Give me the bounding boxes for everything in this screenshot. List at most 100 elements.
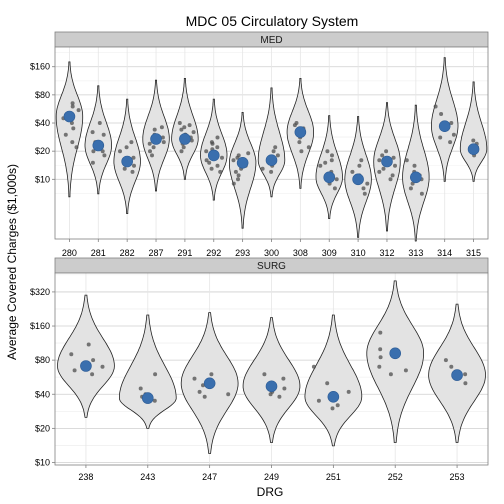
data-point [325,381,330,386]
violin-282 [113,98,141,214]
data-point [90,372,95,377]
data-point [218,169,223,174]
median-marker [451,369,463,381]
median-marker [207,149,220,162]
data-point [393,163,397,168]
data-point [151,145,156,150]
data-point [91,149,96,154]
data-point [381,166,386,171]
data-point [90,160,95,165]
x-axis-title: DRG [257,485,284,499]
violin-309 [315,115,343,219]
median-marker [179,133,191,145]
data-point [160,135,165,140]
x-tick-label: 315 [466,248,481,258]
data-point [269,169,274,174]
violin-300 [257,87,286,198]
data-point [388,372,393,377]
data-point [388,177,393,182]
median-marker [410,171,422,184]
data-point [330,406,335,411]
violin-251 [304,314,363,447]
data-point [215,145,220,150]
y-tick-label: $40 [35,389,50,399]
violin-291 [171,78,199,180]
data-point [74,145,79,150]
chart-title: MDC 05 Circulatory System [186,13,359,29]
median-marker [327,390,340,403]
panel-med: MED $10 $20 $40 $80 $160 280 281 282 287 291 292 293… [30,31,489,258]
data-point [297,140,302,145]
y-tick-label: $20 [35,146,50,156]
data-point [404,158,409,163]
median-marker [352,173,364,186]
x-tick-label: 249 [264,472,279,482]
data-point [179,127,184,132]
x-tick-label: 314 [437,248,452,258]
data-point [335,403,340,408]
median-marker [294,126,307,138]
y-tick-label: $320 [30,287,50,297]
data-point [97,121,102,125]
data-point [334,177,339,182]
violin-238 [57,294,115,418]
data-point [433,104,438,109]
data-point [438,135,443,140]
data-point [361,186,366,191]
y-tick-label: $10 [35,174,50,184]
chart-panels: MED $10 $20 $40 $80 $160 280 281 282 287 291 292 293… [30,31,489,482]
data-point [150,153,154,158]
data-point [69,352,74,357]
data-point [177,121,182,125]
data-point [323,160,328,165]
data-point [448,140,453,145]
data-point [282,386,287,391]
data-point [226,392,231,397]
median-marker [265,154,278,166]
x-tick-label: 281 [91,248,106,258]
data-point [262,372,267,377]
x-tick-label: 310 [351,248,366,258]
data-point [72,368,77,373]
x-tick-label: 291 [177,248,192,258]
data-point [378,355,383,360]
data-point [419,191,424,196]
x-tick-label: 312 [379,248,394,258]
data-point [231,181,236,186]
y-tick-label: $160 [30,62,50,72]
data-point [316,398,321,403]
median-marker [203,377,216,390]
data-point [147,141,152,146]
median-marker [141,392,154,404]
data-point [161,140,166,145]
data-point [380,153,385,158]
data-point [391,155,396,160]
violin-252 [366,280,424,443]
violin-shape [119,314,177,429]
data-point [365,181,370,186]
data-point [70,101,75,106]
data-point [210,141,215,146]
median-marker [150,133,162,145]
data-point [471,138,476,143]
data-point [408,186,413,191]
violin-shape [229,112,257,229]
median-marker [381,155,393,168]
data-point [449,364,454,369]
data-point [86,342,91,347]
x-tick-label: 308 [293,248,308,258]
data-point [138,386,143,391]
data-point [71,126,76,131]
data-point [130,169,135,174]
data-point [100,364,105,369]
violin-shape [315,115,343,219]
data-point [350,169,355,174]
data-point [246,151,251,156]
data-point [233,169,238,174]
x-tick-label: 253 [450,472,465,482]
x-tick-label: 247 [202,472,217,482]
data-point [299,149,304,154]
data-point [179,149,184,154]
data-point [362,191,367,196]
data-point [101,132,106,137]
